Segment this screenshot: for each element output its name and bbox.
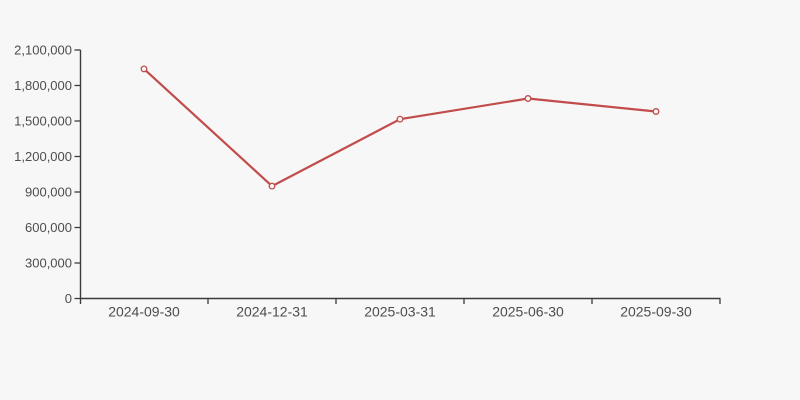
y-tick-label: 0 [65,291,72,306]
data-point-marker [652,108,660,115]
x-tick-label: 2024-12-31 [236,304,308,320]
y-tick-label: 300,000 [25,256,72,271]
y-tick-label: 1,200,000 [14,149,72,164]
data-point-marker [268,182,276,190]
data-point-marker [396,115,404,123]
y-tick-label: 2,100,000 [14,43,72,58]
y-tick-label: 900,000 [25,185,72,200]
x-tick-label: 2024-09-30 [108,304,180,320]
data-point-marker [524,95,532,102]
x-tick-label: 2025-09-30 [620,304,692,320]
y-tick-label: 1,500,000 [14,114,72,129]
x-tick-label: 2025-03-31 [364,304,436,320]
y-tick-label: 600,000 [25,220,72,235]
x-tick-label: 2025-06-30 [492,304,564,320]
y-tick-label: 1,800,000 [14,78,72,93]
series-line [142,67,658,188]
data-point-marker [140,65,148,73]
